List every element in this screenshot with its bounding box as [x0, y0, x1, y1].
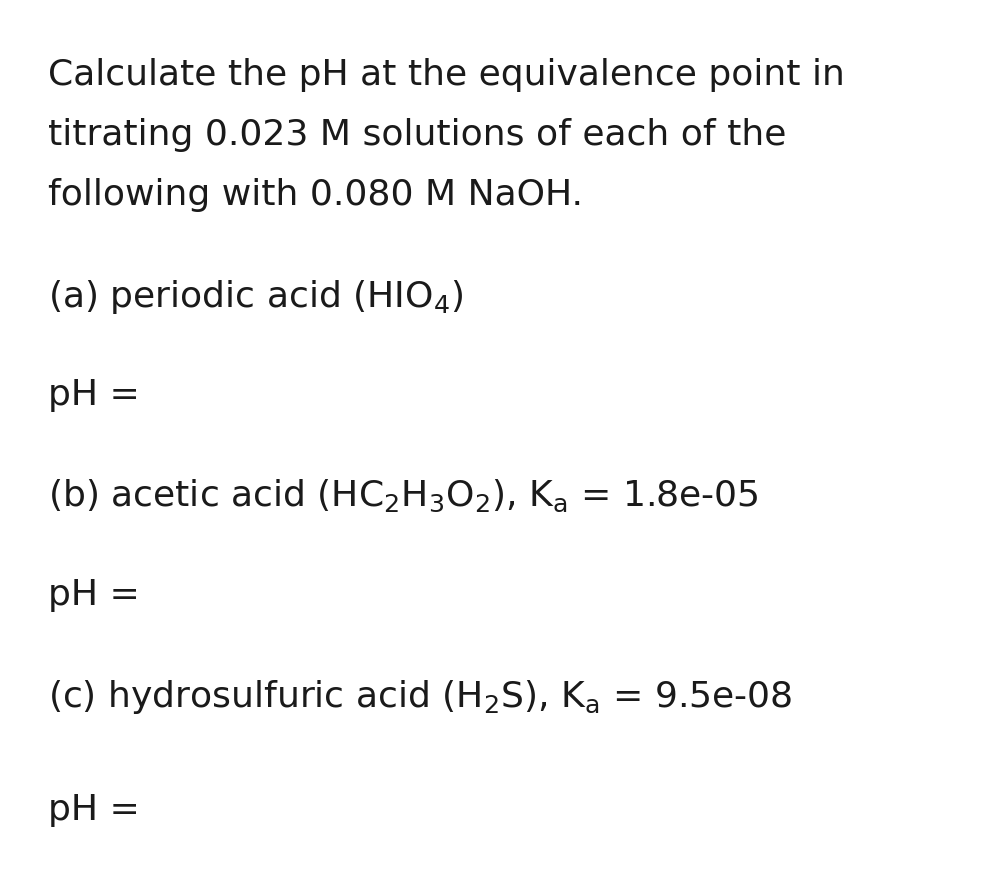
- Text: (b) acetic acid (HC$_2$H$_3$O$_2$), K$_\mathrm{a}$ = 1.8e-05: (b) acetic acid (HC$_2$H$_3$O$_2$), K$_\…: [48, 478, 758, 514]
- Text: pH =: pH =: [48, 793, 140, 827]
- Text: pH =: pH =: [48, 378, 140, 412]
- Text: titrating 0.023 M solutions of each of the: titrating 0.023 M solutions of each of t…: [48, 118, 785, 152]
- Text: pH =: pH =: [48, 578, 140, 612]
- Text: following with 0.080 M NaOH.: following with 0.080 M NaOH.: [48, 178, 583, 212]
- Text: (c) hydrosulfuric acid (H$_2$S), K$_\mathrm{a}$ = 9.5e-08: (c) hydrosulfuric acid (H$_2$S), K$_\mat…: [48, 678, 792, 716]
- Text: Calculate the pH at the equivalence point in: Calculate the pH at the equivalence poin…: [48, 58, 845, 92]
- Text: (a) periodic acid (HIO$_4$): (a) periodic acid (HIO$_4$): [48, 278, 463, 316]
